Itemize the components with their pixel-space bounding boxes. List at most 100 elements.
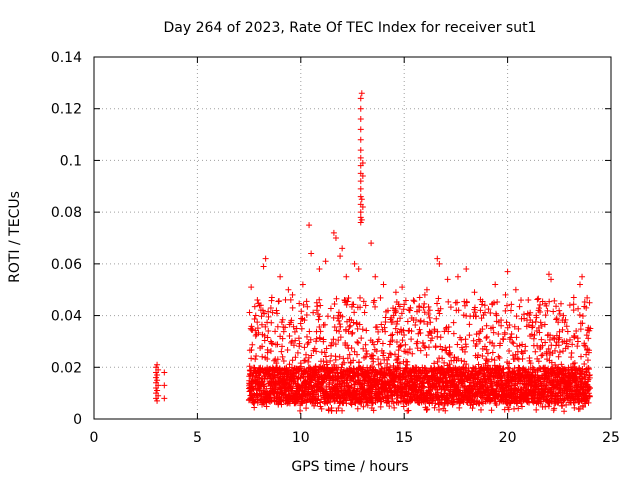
data-point xyxy=(357,105,364,112)
data-point xyxy=(401,332,408,339)
data-point xyxy=(274,341,281,348)
data-point xyxy=(267,348,274,355)
data-point xyxy=(357,126,364,133)
data-point xyxy=(503,319,510,326)
data-point xyxy=(391,404,398,411)
data-point xyxy=(548,359,555,366)
y-tick-label: 0.1 xyxy=(60,153,82,169)
data-point xyxy=(286,361,293,368)
data-point xyxy=(400,403,407,410)
data-point xyxy=(559,326,566,333)
data-point xyxy=(327,399,334,406)
data-point xyxy=(455,307,462,314)
data-point xyxy=(477,406,484,413)
data-point xyxy=(262,323,269,330)
axis-ticks xyxy=(93,56,612,420)
data-point xyxy=(399,284,406,291)
data-point xyxy=(317,302,324,309)
data-point xyxy=(406,346,413,353)
data-point xyxy=(301,344,308,351)
data-point xyxy=(304,340,311,347)
data-point xyxy=(565,343,572,350)
data-point xyxy=(391,351,398,358)
data-point xyxy=(295,335,302,342)
data-point xyxy=(544,307,551,314)
data-point xyxy=(282,324,289,331)
data-point xyxy=(560,348,567,355)
data-point xyxy=(303,311,310,318)
data-point xyxy=(576,405,583,412)
data-point xyxy=(412,322,419,329)
data-point xyxy=(311,402,318,409)
data-point xyxy=(416,294,423,301)
data-point xyxy=(335,309,342,316)
data-point xyxy=(279,316,286,323)
data-point xyxy=(280,358,287,365)
data-point xyxy=(328,407,335,414)
data-point xyxy=(310,309,317,316)
data-point xyxy=(306,222,313,229)
data-point xyxy=(357,294,364,301)
data-point xyxy=(362,341,369,348)
data-point xyxy=(444,400,451,407)
data-point xyxy=(269,340,276,347)
data-point xyxy=(327,305,334,312)
data-point xyxy=(372,303,379,310)
data-point xyxy=(274,323,281,330)
data-point xyxy=(581,361,588,368)
data-point xyxy=(490,299,497,306)
data-point xyxy=(477,307,484,314)
data-point xyxy=(519,355,526,362)
data-point xyxy=(502,307,509,314)
data-point xyxy=(345,328,352,335)
data-point xyxy=(321,349,328,356)
data-point xyxy=(355,340,362,347)
data-point xyxy=(304,303,311,310)
data-point xyxy=(261,310,268,317)
data-point xyxy=(363,348,370,355)
data-point xyxy=(286,333,293,340)
data-point xyxy=(287,296,294,303)
data-point xyxy=(373,348,380,355)
data-point xyxy=(357,95,364,102)
data-point xyxy=(487,310,494,317)
data-point xyxy=(473,313,480,320)
data-point xyxy=(358,216,365,223)
data-point xyxy=(582,342,589,349)
data-point xyxy=(544,393,551,400)
data-point xyxy=(393,339,400,346)
data-point xyxy=(475,372,482,379)
data-point xyxy=(161,395,168,402)
data-point xyxy=(469,405,476,412)
data-point xyxy=(475,361,482,368)
data-point xyxy=(267,305,274,312)
data-point xyxy=(556,334,563,341)
data-point xyxy=(322,258,329,265)
data-point xyxy=(339,313,346,320)
data-point xyxy=(382,314,389,321)
data-point xyxy=(357,304,364,311)
data-point xyxy=(553,303,560,310)
data-point xyxy=(434,328,441,335)
data-point xyxy=(358,90,365,97)
data-point xyxy=(316,323,323,330)
data-point xyxy=(268,294,275,301)
data-point xyxy=(421,318,428,325)
data-point xyxy=(543,302,550,309)
data-point xyxy=(400,327,407,334)
data-point xyxy=(507,307,514,314)
data-point xyxy=(298,325,305,332)
data-point xyxy=(458,336,465,343)
data-point xyxy=(411,298,418,305)
data-point xyxy=(254,325,261,332)
data-point xyxy=(378,321,385,328)
data-point xyxy=(551,297,558,304)
data-point xyxy=(417,317,424,324)
data-point xyxy=(413,316,420,323)
data-point xyxy=(571,399,578,406)
data-point xyxy=(375,336,382,343)
data-point xyxy=(279,353,286,360)
data-point xyxy=(471,304,478,311)
data-point xyxy=(377,294,384,301)
data-point xyxy=(335,337,342,344)
